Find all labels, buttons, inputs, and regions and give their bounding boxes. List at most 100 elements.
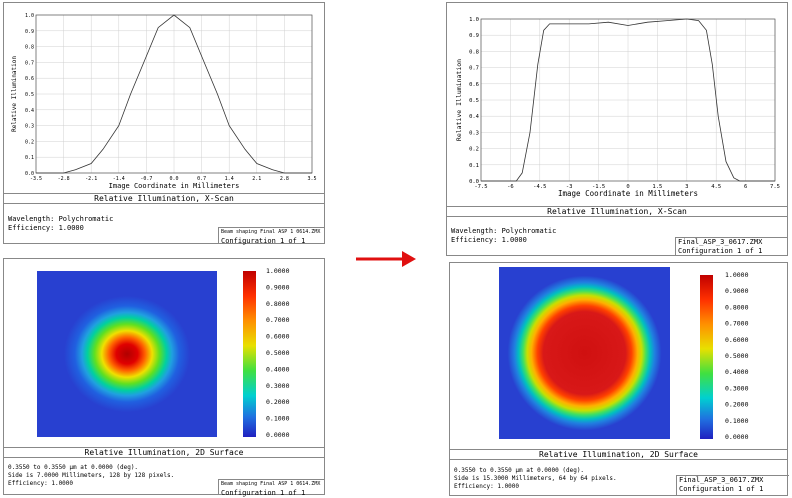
- chart-caption: Relative Illumination, X-Scan: [4, 193, 324, 204]
- efficiency-text: Efficiency: 1.0000: [454, 483, 520, 490]
- color-scale-label: 0.2000: [725, 401, 749, 409]
- config-text: Configuration 1 of 1: [678, 247, 763, 255]
- y-tick-label: 0.2: [469, 147, 479, 153]
- x-tick-label: 2.1: [252, 176, 261, 182]
- y-tick-label: 0.7: [25, 60, 34, 66]
- x-tick-label: 1.5: [652, 184, 662, 190]
- surface-map-field: [499, 267, 670, 439]
- y-tick-label: 0.1: [469, 163, 479, 169]
- x-tick-label: -1.5: [592, 184, 605, 190]
- color-scale-label: 0.5000: [725, 352, 749, 360]
- y-tick-label: 0.1: [25, 155, 34, 161]
- wavelength-text: Wavelength: Polychromatic: [8, 215, 114, 223]
- wavelength-range-text: 0.3550 to 0.3550 µm at 0.0000 (deg).: [8, 464, 139, 471]
- file-name: Final_ASP_3_0617.ZMX: [679, 476, 764, 484]
- x-tick-label: -3.5: [30, 176, 42, 182]
- x-tick-label: -4.5: [533, 184, 546, 190]
- x-tick-label: 2.8: [280, 176, 289, 182]
- y-axis-label: Relative Illumination: [11, 56, 18, 132]
- wavelength-text: Wavelength: Polychromatic: [451, 227, 557, 235]
- side-size-text: Side is 7.0000 Millimeters, 128 by 128 p…: [8, 472, 175, 479]
- file-name: Beam shaping Final ASP 1 0614.ZMX: [221, 229, 321, 235]
- color-scale-label: 0.8000: [725, 303, 749, 311]
- x-tick-label: 0.7: [197, 176, 206, 182]
- x-tick-label: -1.4: [113, 176, 125, 182]
- y-tick-label: 1.0: [469, 17, 479, 23]
- color-scale-label: 0.4000: [266, 365, 290, 373]
- color-scale-label: 0.3000: [266, 382, 290, 390]
- x-tick-label: -7.5: [474, 184, 487, 190]
- color-scale-label: 0.0000: [725, 433, 749, 441]
- chart-caption: Relative Illumination, X-Scan: [447, 206, 787, 217]
- y-tick-label: 0.2: [25, 139, 34, 145]
- color-scale-label: 0.5000: [266, 349, 290, 357]
- color-scale-label: 1.0000: [725, 271, 749, 279]
- color-scale-label: 0.8000: [266, 300, 290, 308]
- y-tick-label: 0.6: [25, 76, 34, 82]
- x-tick-label: -3: [566, 184, 573, 190]
- efficiency-text: Efficiency: 1.0000: [451, 236, 527, 244]
- color-scale-label: 0.1000: [266, 415, 290, 423]
- y-axis-label: Relative Illumination: [455, 59, 463, 141]
- x-tick-label: -2.8: [58, 176, 70, 182]
- chart-caption: Relative Illumination, 2D Surface: [4, 447, 324, 458]
- x-tick-label: 0.0: [169, 176, 178, 182]
- relative-illumination-line: [481, 18, 775, 182]
- x-axis-label: Image Coordinate in Millimeters: [558, 189, 698, 198]
- x-tick-label: 3: [685, 184, 688, 190]
- color-scale-label: 0.0000: [266, 431, 290, 439]
- red-arrow-icon: [356, 251, 416, 267]
- relative-illumination-line: [36, 14, 312, 174]
- side-size-text: Side is 15.3000 Millimeters, 64 by 64 pi…: [454, 475, 617, 482]
- color-scale-bar: [700, 275, 713, 439]
- efficiency-text: Efficiency: 1.0000: [8, 480, 74, 487]
- y-tick-label: 0.4: [25, 108, 34, 114]
- x-scan-chart-right: -7.5 -6 -4.5 -3 -1.5 0 1.5 3 4.5 6 7.5 0.0 0.1 0.2 0.3…: [455, 17, 780, 198]
- color-scale-label: 0.6000: [266, 333, 290, 341]
- surface-map-left: 1.0000 0.9000 0.8000 0.7000 0.6000 0.5000 0.40…: [37, 267, 290, 439]
- x-tick-label: -6: [507, 184, 514, 190]
- y-tick-label: 0.3: [469, 130, 479, 136]
- color-scale-bar: [243, 271, 256, 437]
- y-tick-label: 1.0: [25, 13, 34, 19]
- x-tick-label: 4.5: [711, 184, 721, 190]
- y-tick-label: 0.5: [469, 98, 479, 104]
- bottom-right-panel: 1.0000 0.9000 0.8000 0.7000 0.6000 0.5000 0.40…: [449, 262, 789, 496]
- y-tick-label: 0.6: [469, 82, 479, 88]
- x-tick-label: 3.5: [307, 176, 316, 182]
- top-right-panel: -7.5 -6 -4.5 -3 -1.5 0 1.5 3 4.5 6 7.5 0.0 0.1 0.2 0.3…: [446, 2, 788, 256]
- color-scale-label: 0.9000: [266, 283, 290, 291]
- x-tick-label: 0: [626, 184, 629, 190]
- config-text: Configuration 1 of 1: [221, 489, 306, 497]
- x-tick-label: -2.1: [85, 176, 97, 182]
- color-scale-label: 1.0000: [266, 267, 290, 275]
- color-scale-label: 0.9000: [725, 287, 749, 295]
- color-scale-label: 0.7000: [266, 316, 290, 324]
- y-tick-label: 0.4: [469, 114, 480, 120]
- color-scale-label: 0.3000: [725, 384, 749, 392]
- y-tick-label: 0.7: [469, 66, 479, 72]
- color-scale-label: 0.4000: [725, 368, 749, 376]
- color-scale-label: 0.2000: [266, 398, 290, 406]
- config-text: Configuration 1 of 1: [221, 237, 306, 245]
- file-name: Final_ASP_3_0617.ZMX: [678, 238, 763, 246]
- bottom-left-panel: 1.0000 0.9000 0.8000 0.7000 0.6000 0.5000 0.40…: [3, 258, 325, 497]
- color-scale-label: 0.7000: [725, 320, 749, 328]
- x-tick-label: -0.7: [140, 176, 152, 182]
- y-tick-label: 0.5: [25, 92, 34, 98]
- y-tick-label: 0.8: [469, 49, 479, 55]
- config-text: Configuration 1 of 1: [679, 485, 764, 493]
- surface-map-right: 1.0000 0.9000 0.8000 0.7000 0.6000 0.5000 0.40…: [499, 267, 749, 441]
- x-tick-label: 6: [744, 184, 747, 190]
- color-scale-label: 0.6000: [725, 336, 749, 344]
- y-tick-label: 0.0: [469, 179, 479, 185]
- top-left-panel: -3.5 -2.8 -2.1 -1.4 -0.7 0.0 0.7 1.4 2.1 2.8 3.5 0.…: [3, 2, 325, 245]
- wavelength-range-text: 0.3550 to 0.3550 µm at 0.0000 (deg).: [454, 467, 585, 474]
- y-tick-label: 0.0: [25, 171, 34, 177]
- file-name: Beam shaping Final ASP 1 0614.ZMX: [221, 481, 321, 487]
- y-tick-label: 0.3: [25, 124, 34, 130]
- x-scan-chart-left: -3.5 -2.8 -2.1 -1.4 -0.7 0.0 0.7 1.4 2.1 2.8 3.5 0.…: [11, 13, 317, 190]
- y-tick-label: 0.8: [25, 45, 34, 51]
- x-tick-label: 7.5: [770, 184, 780, 190]
- x-axis-label: Image Coordinate in Millimeters: [109, 182, 240, 190]
